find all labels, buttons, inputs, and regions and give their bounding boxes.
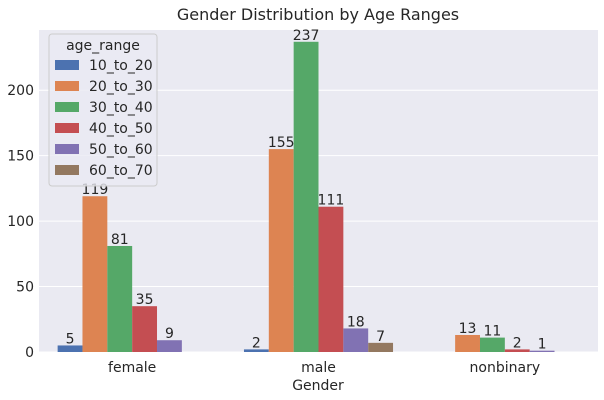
- legend: age_range 10_to_20 20_to_30 30_to_40 40_to_…: [48, 33, 158, 187]
- legend-swatch: [55, 81, 79, 91]
- bar: [82, 196, 108, 352]
- x-axis-label: Gender: [292, 378, 344, 394]
- bar: [57, 345, 83, 352]
- bar: [368, 342, 394, 352]
- bar: [157, 340, 182, 352]
- legend-swatch: [55, 165, 79, 175]
- data-label: 35: [136, 292, 154, 308]
- data-label: 2: [513, 335, 522, 351]
- y-tick-label: 50: [16, 280, 34, 296]
- legend-label: 40_to_50: [89, 121, 153, 137]
- y-tick-label: 0: [25, 345, 34, 361]
- bar: [479, 337, 505, 352]
- legend-label: 10_to_20: [89, 58, 153, 74]
- legend-label: 20_to_30: [89, 79, 153, 95]
- data-label: 9: [165, 326, 174, 342]
- bar: [293, 41, 319, 352]
- data-label: 81: [111, 232, 129, 248]
- data-label: 2: [252, 335, 261, 351]
- bars: [57, 41, 555, 352]
- bar: [455, 334, 480, 352]
- legend-swatch: [55, 123, 79, 133]
- data-label: 13: [459, 321, 477, 337]
- bar: [107, 245, 133, 352]
- bar: [243, 349, 269, 352]
- legend-items: 10_to_20 20_to_30 30_to_40 40_to_50 50_to_60…: [55, 58, 153, 179]
- bar: [132, 306, 158, 352]
- data-label: 237: [293, 28, 320, 44]
- bar: [529, 350, 555, 352]
- y-tick-label: 100: [7, 214, 34, 230]
- legend-swatch: [55, 60, 79, 70]
- bar: [343, 328, 369, 352]
- x-tick-label: nonbinary: [470, 360, 541, 376]
- legend-swatch: [55, 102, 79, 112]
- legend-label: 30_to_40: [89, 100, 153, 116]
- data-label: 7: [376, 329, 385, 345]
- y-tick-label: 150: [7, 149, 34, 165]
- y-tick-label: 200: [7, 83, 34, 99]
- y-tick-labels: 0 50 100 150 200: [7, 83, 34, 361]
- chart-title: Gender Distribution by Age Ranges: [177, 5, 459, 24]
- data-label: 11: [483, 324, 501, 340]
- bar: [504, 349, 530, 352]
- data-label: 155: [268, 135, 295, 151]
- x-tick-labels: female male nonbinary: [108, 360, 540, 376]
- x-tick-label: female: [108, 360, 156, 376]
- legend-label: 50_to_60: [89, 142, 153, 158]
- bar: [268, 149, 294, 352]
- data-label: 5: [66, 331, 75, 347]
- data-label: 18: [347, 314, 365, 330]
- legend-swatch: [55, 144, 79, 154]
- legend-title: age_range: [66, 38, 140, 54]
- data-label: 1: [538, 337, 547, 353]
- x-tick-label: male: [301, 360, 336, 376]
- data-label: 111: [318, 193, 345, 209]
- bar: [318, 206, 344, 352]
- legend-label: 60_to_70: [89, 163, 153, 179]
